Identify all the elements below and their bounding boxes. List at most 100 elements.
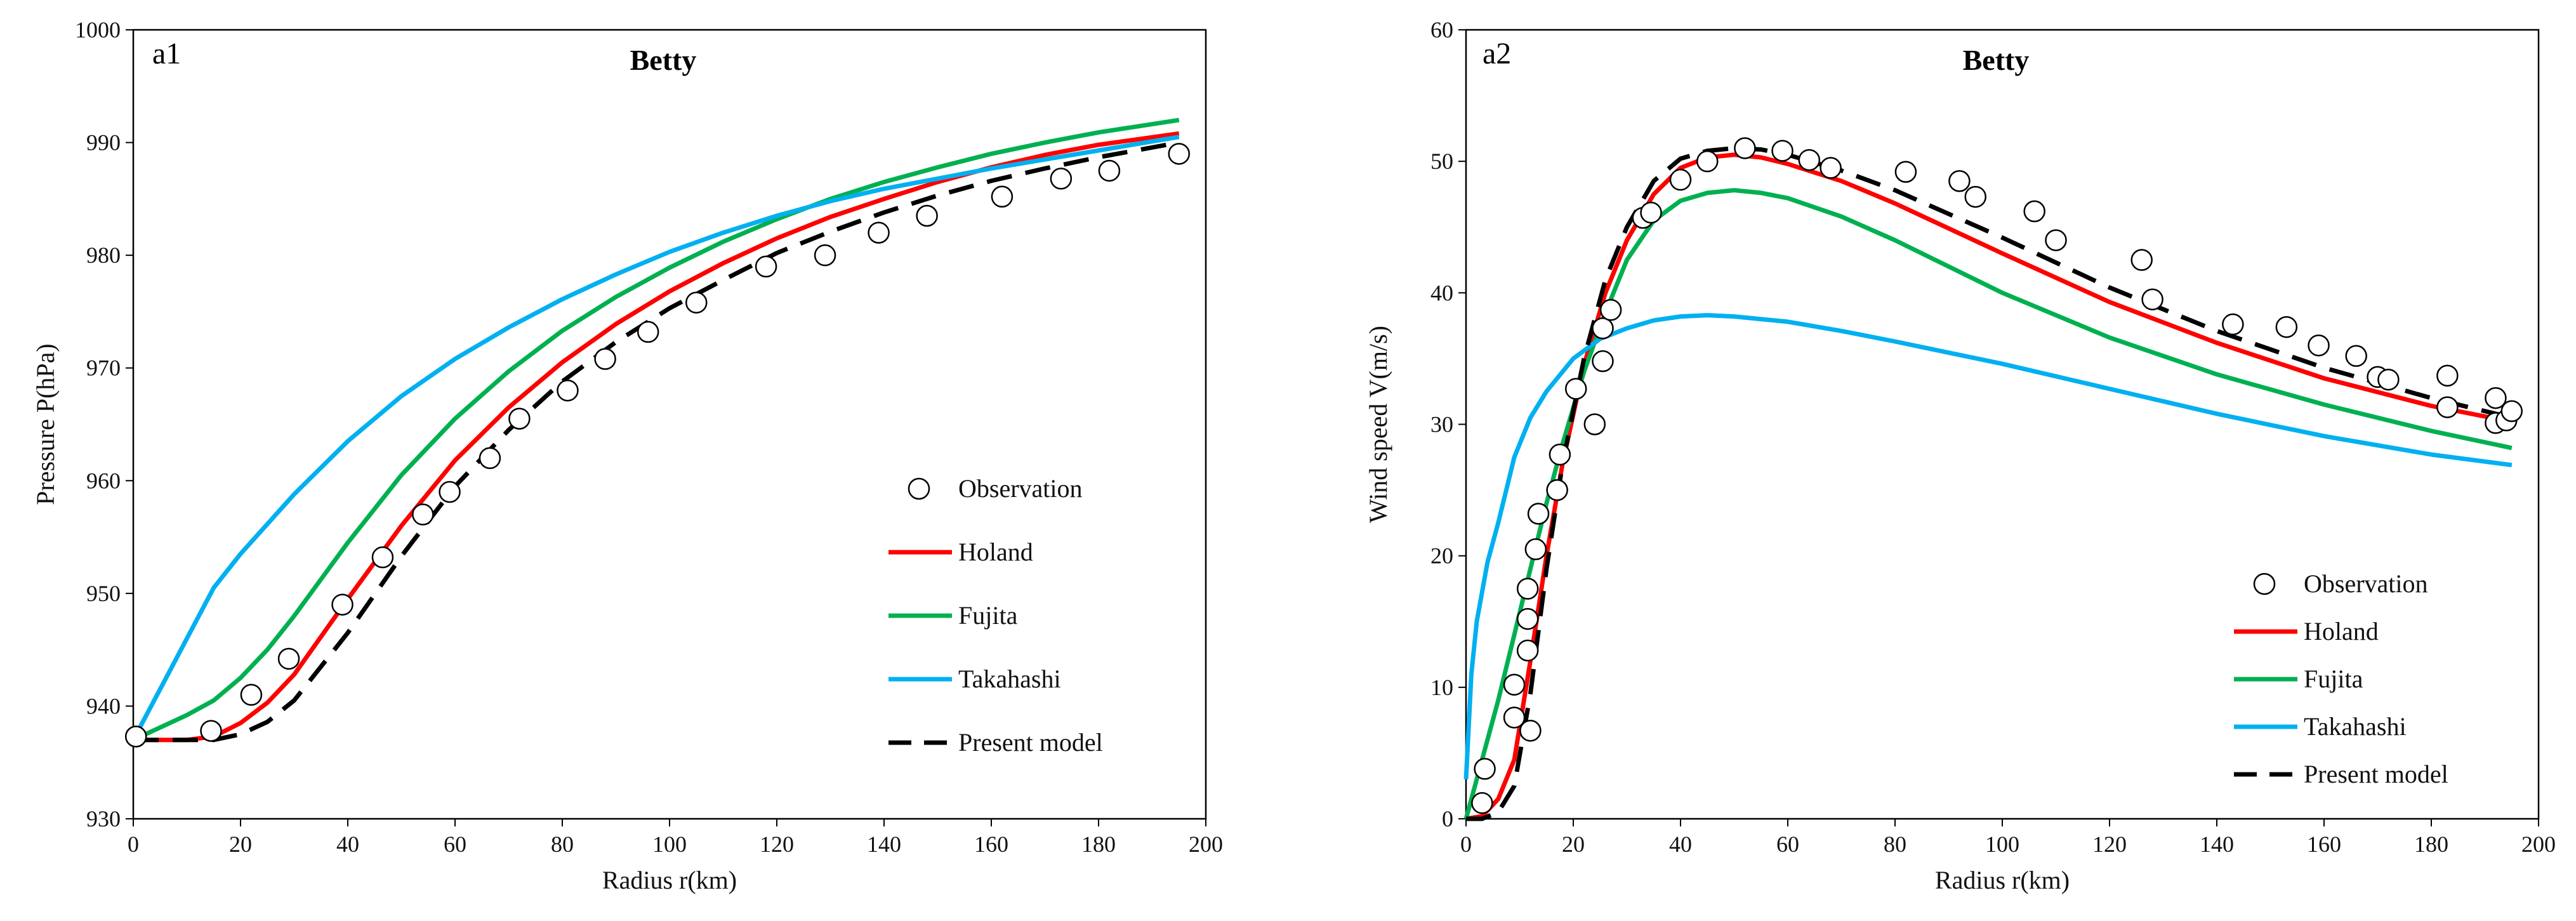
observation-point [508,407,531,430]
observation-point [2275,315,2298,338]
x-tick-label: 40 [336,832,359,857]
x-tick-label: 0 [1460,832,1472,857]
observation-point [1696,150,1719,173]
observation-point [412,503,434,526]
y-tick-label: 40 [1430,280,1453,305]
observation-point [1583,413,1606,435]
y-tick-label: 50 [1430,149,1453,174]
x-axis-label: Radius r(km) [1935,866,2070,894]
y-tick-label: 930 [86,806,121,832]
observation-point [637,321,659,343]
x-tick-label: 60 [1776,832,1799,857]
observation-point [814,244,836,267]
observation-point [1734,137,1756,159]
observation-point [2377,368,2400,391]
observation-point [1516,607,1539,630]
observation-point [1527,503,1550,525]
x-tick-label: 20 [229,832,252,857]
y-tick-label: 970 [86,355,121,381]
observation-point [1503,706,1526,729]
observation-point [2345,345,2367,368]
observation-point [1592,317,1614,340]
x-tick-label: 80 [551,832,574,857]
x-tick-label: 180 [2414,832,2448,857]
x-tick-label: 160 [2307,832,2341,857]
chart-title: Betty [630,44,697,76]
observation-point [2308,334,2330,357]
x-tick-label: 200 [1189,832,1223,857]
observation-point [1168,143,1190,165]
x-tick-label: 60 [444,832,466,857]
observation-point [868,222,890,244]
legend-label: Takahashi [958,665,1061,693]
x-tick-label: 40 [1669,832,1692,857]
legend-label: Fujita [2304,665,2363,693]
observation-point [371,546,394,569]
observation-point [1948,169,1971,192]
x-tick-label: 160 [974,832,1008,857]
observation-point [200,720,222,742]
observation-point [991,185,1014,208]
observation-point [277,647,300,670]
observation-point [1098,159,1121,182]
y-tick-label: 20 [1430,543,1453,569]
observation-point [2485,387,2507,409]
y-tick-label: 980 [86,242,121,268]
legend-label: Observation [2304,569,2428,598]
observation-point [1564,378,1587,400]
observation-point [2500,400,2523,423]
observation-point [557,379,579,402]
series-line-fujita [132,117,1180,742]
observation-point [1519,719,1542,742]
observation-point [2023,200,2045,223]
y-tick-label: 990 [86,130,121,156]
observation-point [1669,168,1692,191]
observation-point [1516,578,1539,600]
x-tick-label: 0 [128,832,139,857]
y-tick-label: 1000 [75,17,121,43]
observation-point [1524,538,1547,560]
y-tick-label: 10 [1430,675,1453,700]
y-tick-label: 0 [1442,806,1453,832]
series-line-takahashi [131,135,1180,741]
x-tick-label: 200 [2521,832,2556,857]
observation-point [2141,288,2163,310]
y-tick-label: 950 [86,581,121,606]
observation-point [331,593,353,616]
observation-point [439,480,461,503]
y-axis-label: Pressure P(hPa) [31,343,60,505]
observation-point [1820,157,1842,179]
observation-point [1894,161,1917,183]
legend-label: Fujita [958,601,1018,630]
observation-point [1471,792,1493,814]
observation-point [1474,758,1496,780]
observation-point [1549,443,1571,466]
y-axis-label: Wind speed V(m/s) [1364,326,1392,523]
observation-point [1771,140,1793,162]
y-tick-label: 60 [1430,17,1453,43]
observation-point [1798,149,1821,171]
wind-speed-chart-panel: 0 20 40 60 80 100 120 140 160 180 200 0 10 20 30 40 50 6… [1364,17,2556,894]
y-tick-label: 960 [86,468,121,493]
x-axis-label: Radius r(km) [602,866,737,894]
panel-label: a1 [152,37,181,70]
x-tick-label: 140 [867,832,901,857]
observation-point [1516,639,1539,662]
legend-label: Holand [958,538,1033,566]
observation-point [1503,673,1526,696]
legend-label: Takahashi [2304,712,2407,741]
observation-point [1599,299,1622,321]
x-tick-label: 180 [1081,832,1116,857]
x-tick-label: 20 [1562,832,1585,857]
series-line-takahashi [1463,313,2513,779]
x-tick-label: 100 [1985,832,2019,857]
observation-point [1640,201,1662,224]
observation-point [2436,364,2459,387]
observation-point [2130,249,2153,271]
series-line-present-model [133,140,1180,743]
observation-point [1050,168,1073,190]
observation-point [755,255,777,278]
legend-label: Present model [2304,760,2448,788]
series-line-holand [1465,152,2513,821]
